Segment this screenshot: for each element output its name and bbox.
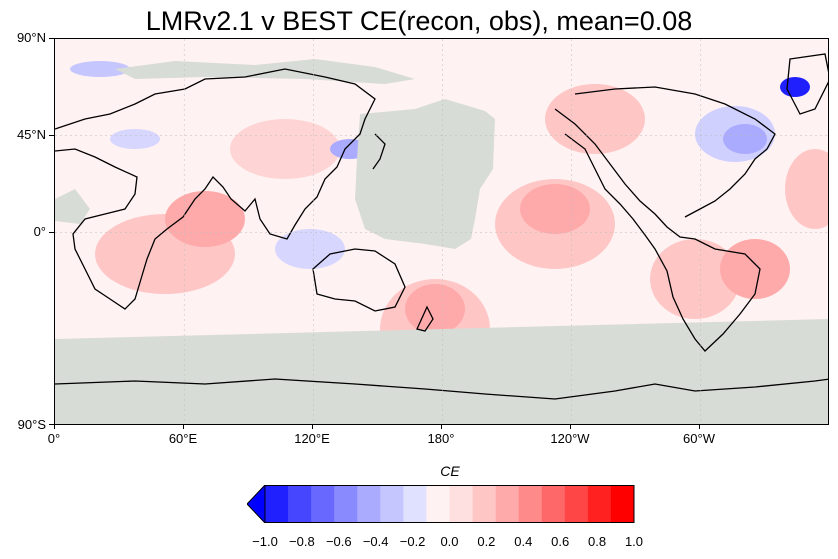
colorbar-swatch xyxy=(380,485,404,523)
field-blob-pos xyxy=(785,149,828,229)
field-blob-pos xyxy=(545,84,645,154)
field-blob-neg xyxy=(780,77,810,97)
lat-tick xyxy=(49,135,54,136)
lat-tick xyxy=(49,38,54,39)
colorbar-swatch xyxy=(495,485,520,523)
lon-tick xyxy=(183,425,184,429)
lon-tick xyxy=(441,425,442,429)
lon-label: 120°E xyxy=(294,431,330,446)
lat-label: 90°N xyxy=(16,30,46,45)
lat-label: 90°S xyxy=(17,417,46,432)
colorbar-tick-label: 0.0 xyxy=(440,534,459,549)
field-blob-pos xyxy=(405,284,465,334)
antarctica-mask xyxy=(55,319,828,424)
colorbar-swatch xyxy=(288,485,312,523)
field-blob-pos xyxy=(230,119,340,179)
lat-label: 45°N xyxy=(16,127,46,142)
lon-tick xyxy=(570,425,571,429)
coastlines xyxy=(55,53,828,400)
colorbar-swatch xyxy=(541,485,566,523)
ce-map-canvas xyxy=(55,39,828,424)
coastline-new-zealand xyxy=(416,305,434,332)
atlantic-mask xyxy=(355,99,495,249)
colorbar-tick-label: 0.6 xyxy=(551,534,570,549)
colorbar-tick-label: 0.4 xyxy=(514,534,533,549)
colorbar-tick-label: −1.0 xyxy=(252,534,278,549)
field-blob-neg xyxy=(70,61,130,77)
colorbar-tick-label: −0.4 xyxy=(362,534,389,549)
colorbar-tick-label: −0.8 xyxy=(289,534,315,549)
coastline-eurasia-africa xyxy=(55,68,376,310)
lon-tick xyxy=(312,425,313,429)
colorbar-swatch xyxy=(518,485,543,523)
field-blob-pos xyxy=(520,184,590,234)
colorbar-swatch xyxy=(472,485,497,523)
coastline-australia xyxy=(312,248,406,312)
colorbar-swatches xyxy=(265,485,635,523)
coastline-americas xyxy=(554,108,761,352)
field-blob-neg xyxy=(110,129,160,149)
lon-label: 60°E xyxy=(168,431,198,446)
colorbar-tick-label: 0.8 xyxy=(588,534,607,549)
ce-map xyxy=(54,38,829,425)
lon-label: 60°W xyxy=(683,431,715,446)
mask-region xyxy=(55,59,828,424)
field-blob-pos xyxy=(720,239,790,299)
lat-tick xyxy=(49,232,54,233)
colorbar-swatch xyxy=(587,485,612,523)
lat-tick xyxy=(49,424,54,425)
coastline-north-america xyxy=(574,86,776,218)
lon-label: 120°W xyxy=(550,431,590,446)
coastline-greenland xyxy=(786,53,828,115)
colorbar-swatch xyxy=(449,485,474,523)
colorbar-swatch xyxy=(357,485,381,523)
lon-label: 0° xyxy=(47,431,61,446)
colorbar-swatch xyxy=(426,485,450,523)
lat-label: 0° xyxy=(33,224,46,239)
colorbar-tick-label: 1.0 xyxy=(624,534,644,549)
colorbar-swatch xyxy=(564,485,589,523)
colorbar xyxy=(247,485,635,523)
coastline-antarctica xyxy=(55,378,828,400)
map-title: LMRv2.1 v BEST CE(recon, obs), mean=0.08 xyxy=(145,6,693,36)
field-blob-pos xyxy=(650,239,740,319)
colorbar-tick-label: 0.2 xyxy=(477,534,496,549)
coastline-japan xyxy=(372,133,386,170)
colorbar-label: CE xyxy=(440,463,460,479)
colorbar-swatch xyxy=(403,485,427,523)
colorbar-tick-label: −0.2 xyxy=(399,534,426,549)
ce-field xyxy=(70,61,828,389)
field-blob-pos xyxy=(165,191,245,247)
arctic-mask xyxy=(115,59,415,84)
colorbar-swatch xyxy=(311,485,335,523)
colorbar-extend-arrow xyxy=(247,485,266,523)
field-blob-neg xyxy=(275,229,345,269)
colorbar-frame xyxy=(264,485,635,523)
sahara-mask xyxy=(55,189,90,224)
gridlines xyxy=(55,39,828,424)
lon-label: 180° xyxy=(427,431,455,446)
lon-tick xyxy=(54,425,55,429)
lon-tick xyxy=(699,425,700,429)
colorbar-tick-label: −0.6 xyxy=(325,534,352,549)
colorbar-swatch xyxy=(265,485,289,523)
colorbar-swatch xyxy=(334,485,358,523)
field-blob-neg xyxy=(723,124,767,154)
colorbar-swatch xyxy=(610,485,635,523)
